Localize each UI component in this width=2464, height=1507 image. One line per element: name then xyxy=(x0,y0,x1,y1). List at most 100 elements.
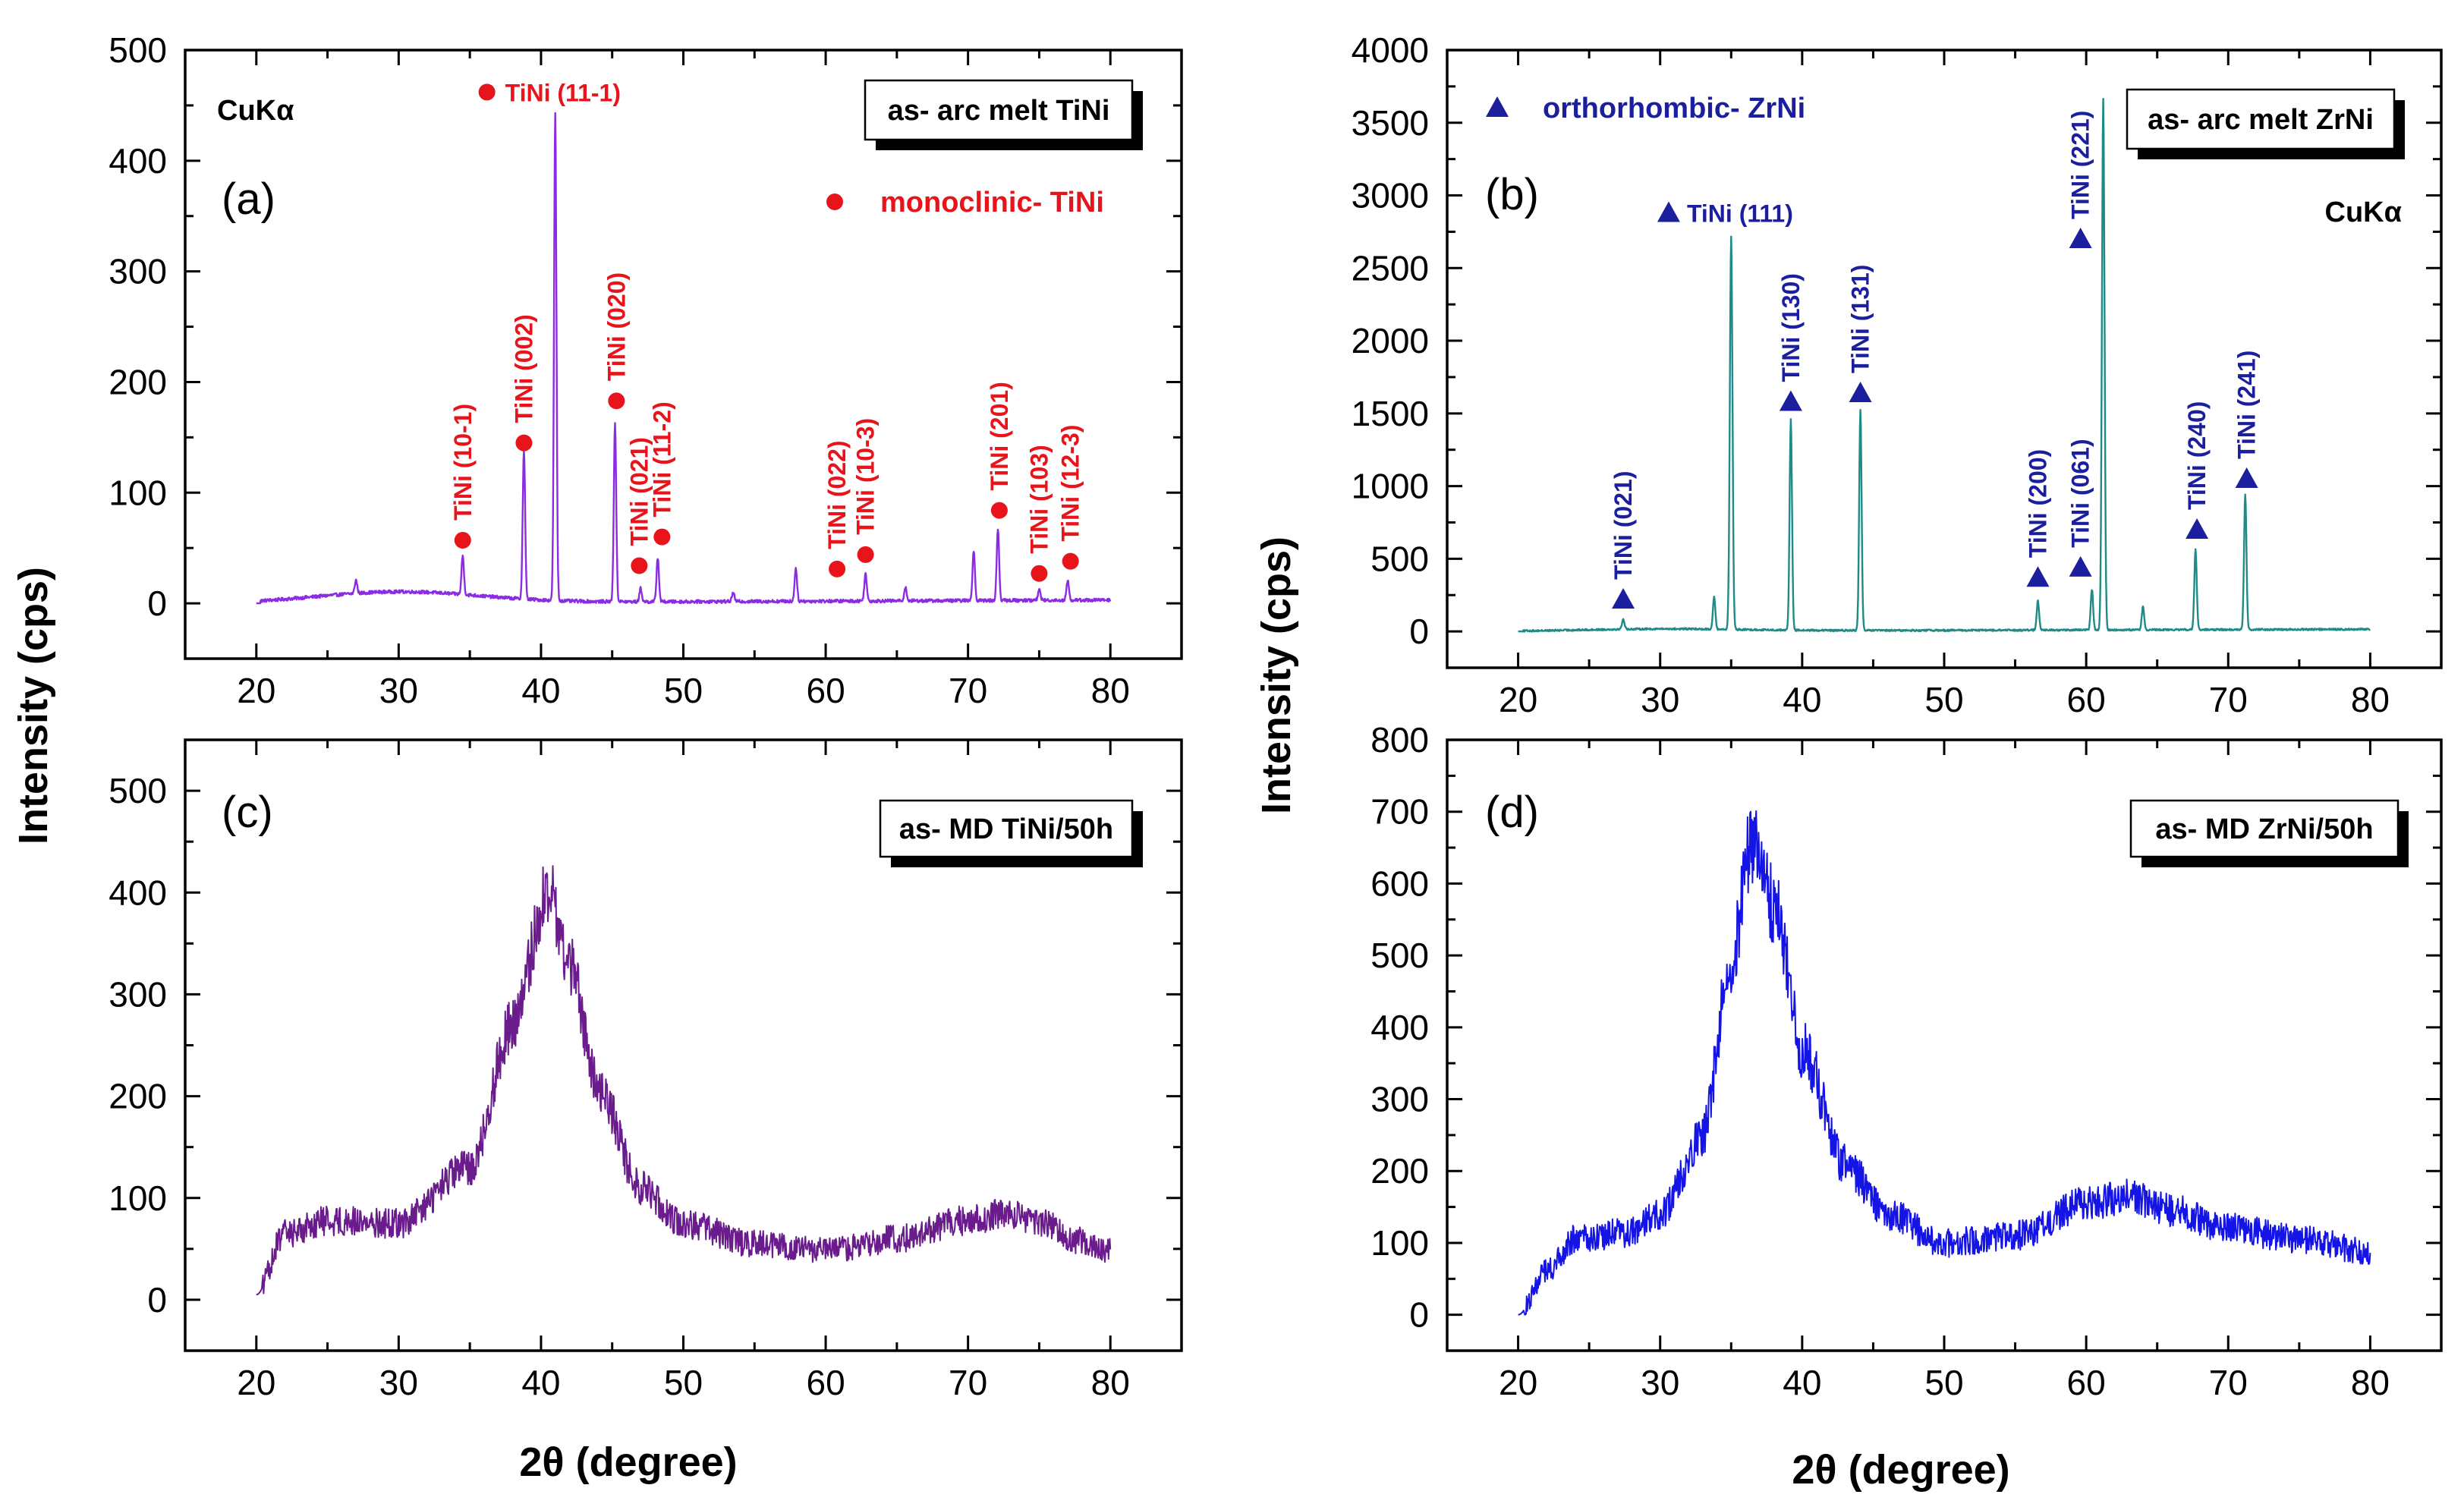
x-tick-label: 70 xyxy=(2209,680,2248,719)
peak-marker xyxy=(2186,518,2209,540)
data-series-line xyxy=(256,865,1112,1296)
peak-marker xyxy=(608,392,625,410)
x-tick-label: 50 xyxy=(664,1363,703,1402)
peak-label: TiNi (200) xyxy=(2025,449,2052,558)
y-tick-label: 200 xyxy=(1370,1151,1429,1191)
x-tick-label: 80 xyxy=(1091,671,1130,710)
x-tick-label: 40 xyxy=(521,671,560,710)
y-tick-label: 500 xyxy=(109,771,167,810)
peak-marker xyxy=(2235,467,2258,489)
peak-marker xyxy=(1779,390,1802,411)
y-tick-label: 1500 xyxy=(1352,394,1429,433)
y-tick-label: 100 xyxy=(1370,1223,1429,1263)
peak-marker xyxy=(1849,382,1872,403)
x-tick-label: 30 xyxy=(379,671,418,710)
label-box xyxy=(879,799,1134,858)
panel-b: 20 30 40 50 60 70 80 0 500 1000 1500 2000 2500 3000 35… xyxy=(1352,30,2443,719)
peak-label: TiNi (11-1) xyxy=(505,79,621,106)
y-tick-label: 3000 xyxy=(1352,176,1429,216)
x-tick-label: 30 xyxy=(1641,1363,1679,1402)
panel-letter: (c) xyxy=(222,788,273,837)
peak-marker xyxy=(2069,555,2092,577)
peak-label: TiNi (020) xyxy=(603,272,630,381)
y-tick-label: 500 xyxy=(1370,539,1429,578)
peak-label: TiNi (10-1) xyxy=(449,404,477,521)
label-box xyxy=(864,79,1134,141)
y-tick-label: 1000 xyxy=(1352,467,1429,506)
radiation-source-label: CuKα xyxy=(2325,197,2402,228)
y-tick-label: 300 xyxy=(109,252,167,291)
x-tick-label: 80 xyxy=(2351,1363,2390,1402)
sample-label: as- arc melt TiNi xyxy=(888,95,1110,127)
x-tick-label: 20 xyxy=(237,1363,275,1402)
y-tick-label: 0 xyxy=(147,584,167,623)
x-tick-label: 60 xyxy=(2067,680,2106,719)
x-tick-label: 60 xyxy=(2067,1363,2106,1402)
x-tick-label: 50 xyxy=(664,671,703,710)
peak-marker xyxy=(2026,566,2050,587)
peak-label: TiNi (201) xyxy=(986,382,1013,490)
x-tick-label: 40 xyxy=(1783,1363,1821,1402)
data-series-line xyxy=(256,112,1112,605)
y-tick-label: 3500 xyxy=(1352,103,1429,143)
x-tick-label: 70 xyxy=(2209,1363,2248,1402)
legend-label: orthorhombic- ZrNi xyxy=(1543,93,1805,124)
peak-label: TiNi (10-3) xyxy=(852,418,880,535)
panel-letter: (a) xyxy=(222,175,275,224)
peak-marker xyxy=(857,546,874,563)
legend-marker xyxy=(826,193,843,210)
x-tick-label: 70 xyxy=(949,1363,987,1402)
peak-marker xyxy=(631,557,648,574)
peak-label: TiNi (221) xyxy=(2067,111,2094,219)
label-box xyxy=(2129,799,2399,858)
peak-label: TiNi (130) xyxy=(1777,273,1805,382)
legend-label: monoclinic- TiNi xyxy=(880,187,1104,219)
y-tick-label: 0 xyxy=(1409,1295,1429,1335)
peak-marker xyxy=(1657,201,1680,222)
sample-label: as- MD ZrNi/50h xyxy=(2155,813,2373,845)
panel-a: 20 30 40 50 60 70 80 0 100 200 300 400 500 (a) as- arc… xyxy=(109,30,1183,710)
peak-label: TiNi (021) xyxy=(1610,471,1637,580)
y-tick-label: 4000 xyxy=(1352,30,1429,70)
peak-label: TiNi (131) xyxy=(1847,265,1874,373)
label-box xyxy=(2126,88,2396,150)
y-axis-title-left: Intensity (cps) xyxy=(11,567,56,845)
x-tick-label: 30 xyxy=(1641,680,1679,719)
peak-marker xyxy=(1612,587,1635,609)
peak-marker xyxy=(2069,227,2092,248)
y-tick-label: 100 xyxy=(109,1178,167,1218)
y-tick-label: 400 xyxy=(1370,1008,1429,1047)
peak-label: TiNi (11-2) xyxy=(648,401,675,517)
radiation-source-label: CuKα xyxy=(217,95,294,127)
y-tick-label: 500 xyxy=(109,30,167,70)
peak-label: TiNi (021) xyxy=(625,437,653,546)
x-tick-label: 80 xyxy=(2351,680,2390,719)
peak-marker xyxy=(515,434,533,451)
peak-marker xyxy=(1031,565,1048,582)
x-tick-label: 30 xyxy=(379,1363,418,1402)
x-tick-label: 80 xyxy=(1091,1363,1130,1402)
y-tick-label: 300 xyxy=(109,974,167,1014)
peak-label: TiNi (241) xyxy=(2233,351,2261,459)
sample-label: as- MD TiNi/50h xyxy=(899,813,1113,845)
x-axis-title-right: 2θ (degree) xyxy=(1792,1447,2009,1493)
y-tick-label: 2500 xyxy=(1352,248,1429,288)
legend-marker xyxy=(1486,96,1509,117)
y-tick-label: 100 xyxy=(109,473,167,512)
peak-label: TiNi (12-3) xyxy=(1057,425,1084,542)
y-tick-label: 200 xyxy=(109,1077,167,1116)
x-tick-label: 40 xyxy=(521,1363,560,1402)
x-tick-label: 40 xyxy=(1783,680,1821,719)
x-tick-label: 70 xyxy=(949,671,987,710)
sample-label: as- arc melt ZrNi xyxy=(2148,104,2374,136)
y-tick-label: 700 xyxy=(1370,792,1429,832)
panel-d: 20 30 40 50 60 70 800100200300400500600700800(… xyxy=(1370,720,2443,1402)
y-tick-label: 200 xyxy=(109,362,167,401)
panel-letter: (b) xyxy=(1485,170,1539,219)
x-tick-label: 20 xyxy=(1499,680,1537,719)
peak-marker xyxy=(1062,552,1079,570)
y-tick-label: 0 xyxy=(1409,612,1429,651)
x-tick-label: 20 xyxy=(1499,1363,1537,1402)
